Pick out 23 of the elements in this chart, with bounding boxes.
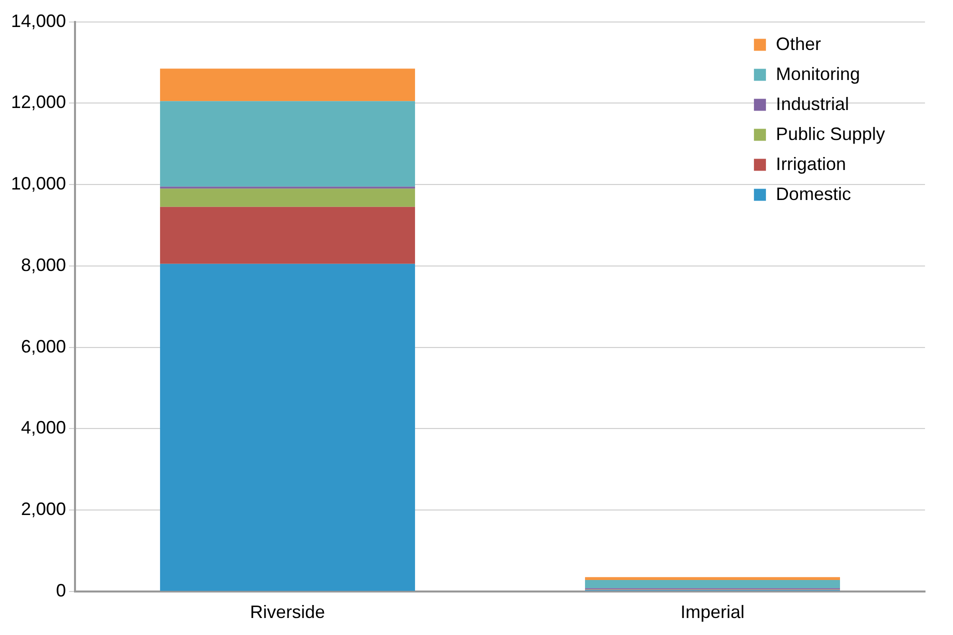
legend-label: Other bbox=[776, 34, 821, 54]
y-tick-label: 6,000 bbox=[21, 336, 66, 356]
y-tick-label: 0 bbox=[56, 580, 66, 600]
legend-label: Industrial bbox=[776, 94, 849, 114]
bar bbox=[160, 206, 416, 264]
bar bbox=[585, 577, 840, 580]
bar bbox=[160, 68, 416, 102]
y-tick-label: 10,000 bbox=[10, 174, 66, 194]
bar bbox=[160, 188, 416, 207]
legend-label: Monitoring bbox=[776, 64, 860, 84]
bar bbox=[585, 580, 840, 588]
x-tick-label: Imperial bbox=[680, 602, 745, 622]
y-tick-label: 4,000 bbox=[21, 418, 66, 438]
y-tick-label: 8,000 bbox=[21, 254, 66, 275]
legend-label: Irrigation bbox=[776, 154, 846, 174]
y-tick-label: 14,000 bbox=[10, 10, 66, 31]
x-tick-label: Riverside bbox=[250, 602, 326, 622]
y-tick-label: 2,000 bbox=[21, 498, 66, 519]
bar bbox=[160, 264, 416, 591]
legend-label: Domestic bbox=[776, 184, 851, 204]
y-tick-label: 12,000 bbox=[10, 92, 66, 112]
legend-label: Public Supply bbox=[776, 124, 886, 144]
bar bbox=[160, 101, 416, 187]
